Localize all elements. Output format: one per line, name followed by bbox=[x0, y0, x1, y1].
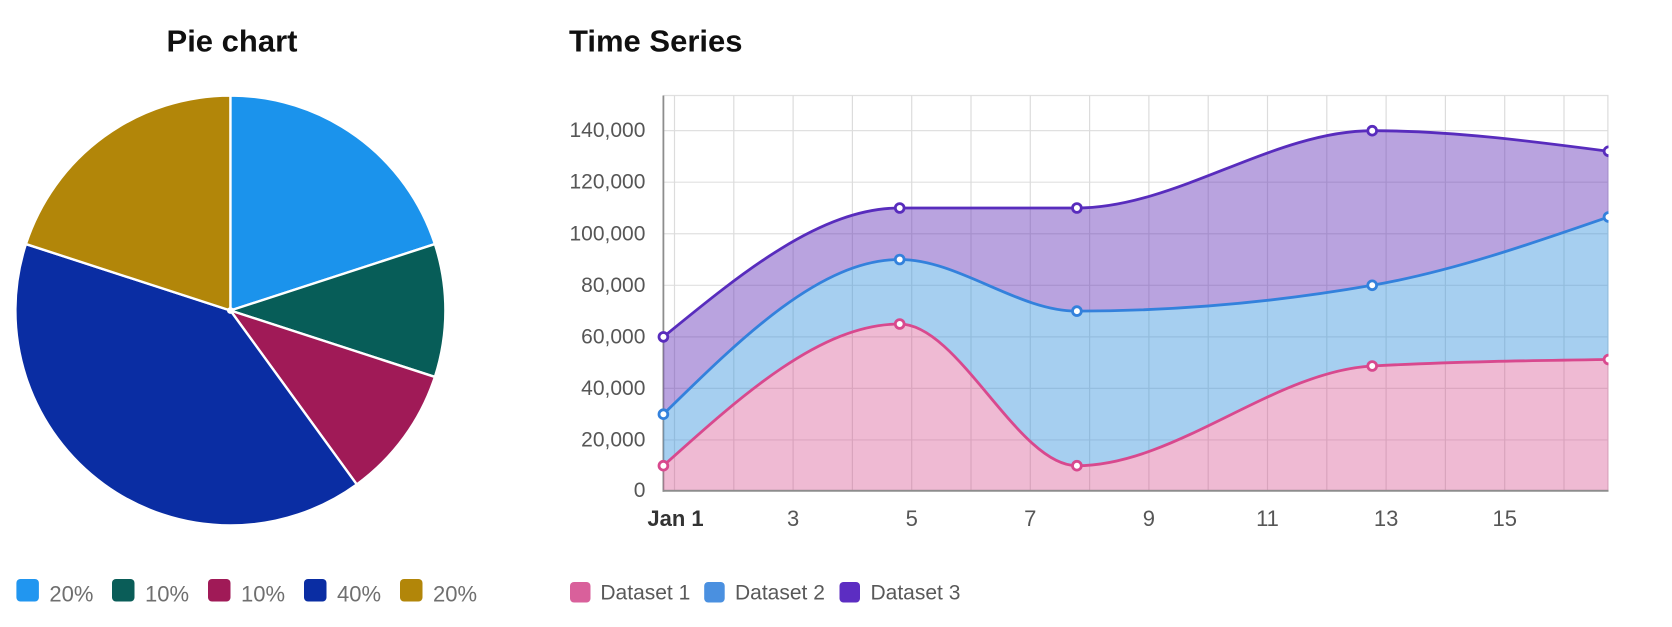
svg-text:10%: 10% bbox=[241, 582, 285, 607]
svg-text:9: 9 bbox=[1143, 506, 1155, 531]
svg-text:Time Series: Time Series bbox=[569, 24, 742, 59]
svg-text:100,000: 100,000 bbox=[569, 222, 645, 245]
svg-text:Dataset 2: Dataset 2 bbox=[735, 582, 825, 605]
svg-text:13: 13 bbox=[1374, 506, 1398, 531]
svg-text:20,000: 20,000 bbox=[581, 429, 645, 452]
svg-text:60,000: 60,000 bbox=[581, 325, 645, 348]
svg-text:Dataset 1: Dataset 1 bbox=[600, 582, 690, 605]
svg-text:5: 5 bbox=[906, 506, 918, 531]
svg-text:Dataset 3: Dataset 3 bbox=[871, 582, 961, 605]
svg-text:20%: 20% bbox=[433, 582, 477, 607]
svg-text:20%: 20% bbox=[49, 582, 93, 607]
svg-text:Pie chart: Pie chart bbox=[167, 24, 298, 59]
svg-text:40,000: 40,000 bbox=[581, 377, 645, 400]
svg-text:3: 3 bbox=[787, 506, 799, 531]
svg-text:15: 15 bbox=[1492, 506, 1516, 531]
svg-text:40%: 40% bbox=[337, 582, 381, 607]
svg-text:0: 0 bbox=[634, 479, 646, 502]
svg-text:120,000: 120,000 bbox=[569, 171, 645, 194]
svg-text:140,000: 140,000 bbox=[569, 119, 645, 142]
svg-text:7: 7 bbox=[1024, 506, 1036, 531]
svg-text:80,000: 80,000 bbox=[581, 274, 645, 297]
svg-text:Jan 1: Jan 1 bbox=[647, 506, 703, 531]
svg-text:11: 11 bbox=[1256, 506, 1279, 531]
svg-text:10%: 10% bbox=[145, 582, 189, 607]
